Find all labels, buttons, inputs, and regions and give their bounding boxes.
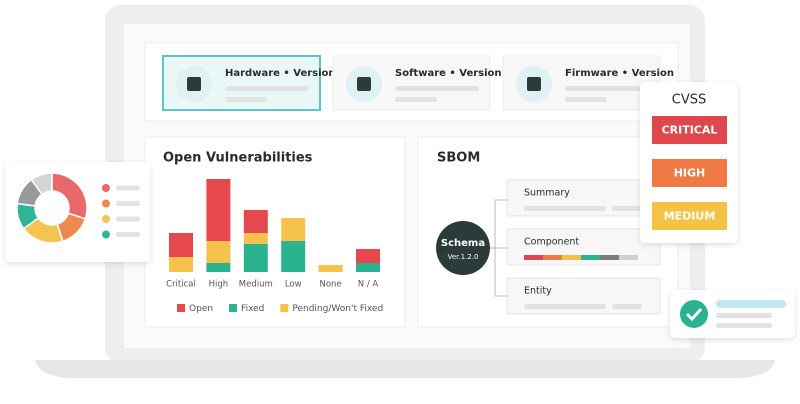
cvss-level: MEDIUM bbox=[664, 210, 716, 223]
cvss-level: CRITICAL bbox=[662, 124, 718, 137]
bar-segment bbox=[169, 257, 193, 272]
legend-swatch bbox=[280, 304, 289, 312]
placeholder bbox=[524, 304, 606, 309]
x-tick-label: Critical bbox=[166, 280, 196, 290]
bar-segment bbox=[356, 249, 380, 263]
x-tick-label: None bbox=[320, 280, 342, 290]
placeholder bbox=[395, 97, 437, 102]
legend-label: Open bbox=[189, 304, 213, 314]
schema-label: Schema bbox=[441, 238, 485, 249]
legend-dot bbox=[102, 199, 110, 208]
placeholder bbox=[524, 206, 606, 211]
x-tick-label: High bbox=[209, 280, 229, 290]
x-tick-label: Low bbox=[285, 280, 302, 290]
cvss-badge bbox=[652, 116, 727, 144]
schema-version: Ver.1.2.0 bbox=[448, 253, 479, 261]
laptop-base bbox=[35, 360, 775, 378]
donut-chart bbox=[16, 172, 140, 244]
placeholder bbox=[225, 86, 309, 91]
legend-label: Fixed bbox=[241, 304, 264, 314]
placeholder bbox=[225, 97, 267, 102]
donut-segment bbox=[30, 172, 53, 196]
sbom-item-label: Entity bbox=[524, 286, 552, 297]
bar-segment bbox=[243, 244, 268, 272]
legend-dot bbox=[102, 215, 110, 223]
card-title: Hardware • Version bbox=[225, 68, 336, 79]
sbom-title: SBOM bbox=[437, 151, 480, 166]
bar-segment bbox=[243, 210, 268, 233]
check-mark bbox=[685, 307, 703, 322]
component-strip bbox=[600, 255, 619, 260]
component-strip bbox=[524, 255, 543, 260]
bar-segment bbox=[356, 263, 380, 272]
bar-segment bbox=[243, 233, 268, 244]
bar-segment bbox=[169, 233, 193, 257]
component-strip bbox=[619, 255, 638, 260]
x-tick-label: Medium bbox=[239, 280, 273, 290]
legend-swatch bbox=[177, 304, 185, 312]
placeholder bbox=[116, 185, 140, 191]
card-title: Firmware • Version bbox=[565, 68, 674, 79]
placeholder bbox=[116, 232, 140, 237]
schema-node bbox=[436, 221, 490, 275]
bar-segment bbox=[281, 218, 306, 241]
bar-segment bbox=[206, 263, 231, 272]
component-strip bbox=[581, 255, 600, 260]
component-strip bbox=[562, 255, 581, 260]
placeholder bbox=[612, 304, 642, 309]
cards: Hardware • Version Software • Version Firm… bbox=[162, 55, 674, 111]
legend-label: Pending/Won't Fixed bbox=[292, 304, 383, 314]
vuln-panel bbox=[144, 136, 406, 328]
x-tick-label: N / A bbox=[358, 280, 379, 290]
placeholder bbox=[116, 216, 140, 222]
cvss-badge bbox=[652, 159, 727, 187]
placeholder bbox=[716, 300, 786, 308]
sbom-items: Summary Component Entity bbox=[506, 179, 661, 315]
card-icon-glyph bbox=[187, 77, 201, 91]
sbom-item-label: Component bbox=[524, 237, 579, 248]
bar-segment bbox=[206, 241, 231, 263]
bar-segment bbox=[206, 179, 231, 241]
card-title: Software • Version bbox=[395, 68, 502, 79]
legend-dot bbox=[102, 230, 110, 239]
sbom-links bbox=[489, 199, 507, 297]
sbom-item-label: Summary bbox=[524, 188, 570, 199]
placeholder bbox=[565, 86, 649, 91]
legend-swatch bbox=[229, 304, 238, 312]
check-icon bbox=[680, 300, 708, 328]
legend-dot bbox=[102, 184, 110, 192]
placeholder bbox=[716, 323, 772, 328]
bar-segment bbox=[281, 241, 306, 272]
placeholder bbox=[612, 206, 642, 211]
chart-title: Open Vulnerabilities bbox=[163, 151, 313, 166]
cvss-level: HIGH bbox=[674, 167, 706, 180]
card-icon-glyph bbox=[357, 77, 371, 91]
placeholder bbox=[565, 97, 607, 102]
card-icon-glyph bbox=[527, 77, 541, 91]
cvss-title: CVSS bbox=[672, 93, 706, 108]
component-strip bbox=[543, 255, 562, 260]
placeholder bbox=[116, 201, 140, 206]
cvss-levels: CRITICAL HIGH MEDIUM bbox=[652, 116, 727, 230]
bar-segment bbox=[318, 265, 343, 272]
bar-chart: Critical High Medium Low None N / A Open Fixed P… bbox=[166, 179, 383, 314]
placeholder bbox=[395, 86, 479, 91]
placeholder bbox=[716, 313, 772, 318]
cvss-badge bbox=[652, 202, 727, 230]
